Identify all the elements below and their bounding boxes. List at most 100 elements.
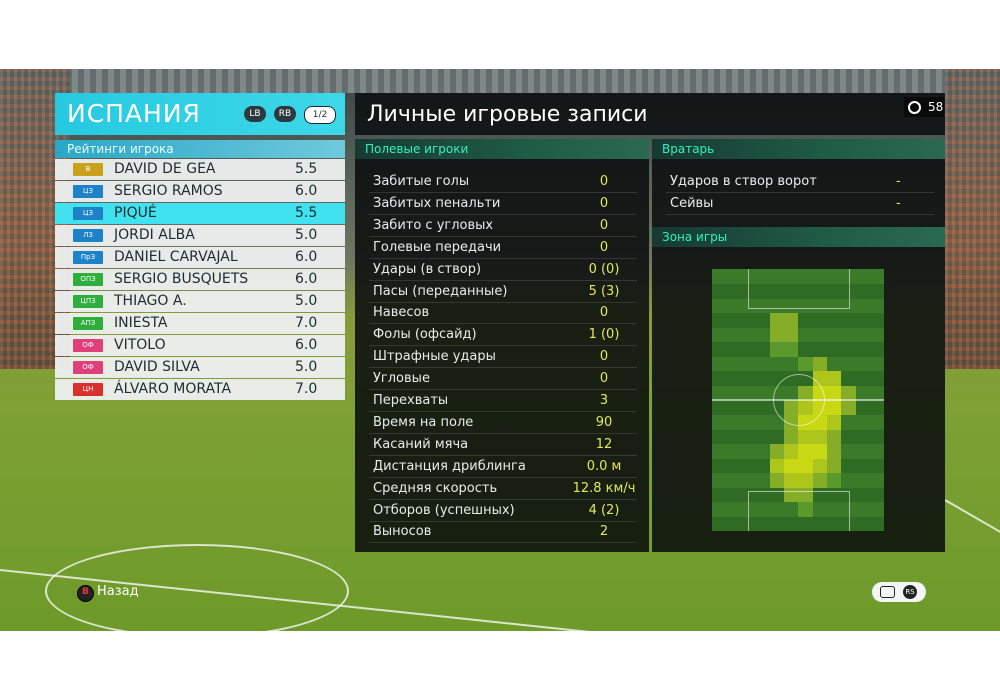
gk-stat-value: - — [896, 196, 901, 211]
chat-icon[interactable] — [880, 586, 895, 598]
stat-value: 0 — [599, 305, 609, 321]
heatmap-cell — [798, 327, 813, 343]
position-badge: ЦН — [73, 383, 103, 396]
heatmap-cell — [826, 458, 842, 474]
player-row[interactable]: ПрЗ DANIEL CARVAJAL 6.0 — [55, 247, 345, 268]
player-row[interactable]: В DAVID DE GEA 5.5 — [55, 159, 345, 180]
heatmap-cell — [726, 458, 742, 474]
back-button[interactable]: Назад — [97, 584, 139, 599]
heatmap-cell — [826, 269, 842, 285]
stat-row: Навесов 0 — [369, 302, 637, 325]
heatmap-cell — [769, 269, 785, 285]
heatmap-cell — [783, 269, 799, 285]
player-row[interactable]: ОФ DAVID SILVA 5.0 — [55, 357, 345, 378]
player-rating: 5.0 — [295, 293, 318, 309]
heatmap-cell — [855, 472, 871, 488]
heatmap-cell — [869, 429, 884, 445]
stat-value: 1 (0) — [588, 327, 620, 343]
player-row[interactable]: ЛЗ JORDI ALBA 5.0 — [55, 225, 345, 246]
team-header: ИСПАНИЯ LB RB 1/2 — [55, 93, 345, 135]
heatmap-cell — [798, 429, 813, 445]
player-row[interactable]: ОФ VITOLO 6.0 — [55, 335, 345, 356]
stat-value: 2 — [599, 524, 609, 540]
heatmap-cell — [841, 429, 856, 445]
heatmap-cell — [855, 356, 871, 372]
pitch-line — [944, 499, 1000, 536]
stat-label: Удары (в створ) — [373, 261, 482, 277]
heatmap-cell — [755, 312, 770, 328]
stat-value: 12 — [595, 436, 613, 452]
player-row[interactable]: АПЗ INIESTA 7.0 — [55, 313, 345, 334]
heatmap-cell — [826, 327, 842, 343]
stat-label: Штрафные удары — [373, 349, 496, 365]
heatmap-cell — [755, 341, 770, 357]
heatmap-cell — [812, 516, 828, 531]
heatmap-cell — [769, 443, 785, 459]
rb-button[interactable]: RB — [274, 106, 296, 122]
heatmap-cell — [783, 283, 799, 299]
stat-label: Выносов — [373, 524, 432, 540]
player-row[interactable]: ЦЗ PIQUÉ 5.5 — [55, 203, 345, 224]
b-button-icon[interactable] — [77, 585, 94, 602]
heatmap-cell — [826, 312, 842, 328]
stat-row: Голевые передачи 0 — [369, 237, 637, 259]
heatmap-cell — [712, 516, 727, 531]
heatmap-cell — [769, 341, 785, 357]
player-row[interactable]: ЦН ÁLVARO MORATA 7.0 — [55, 379, 345, 400]
heatmap-cell — [769, 458, 785, 474]
heatmap-cell — [869, 341, 884, 357]
heatmap-cell — [798, 501, 813, 517]
player-name: ÁLVARO MORATA — [114, 381, 232, 397]
heatmap-cell — [755, 283, 770, 299]
stat-value: 5 (3) — [588, 283, 620, 299]
heatmap-cell — [841, 327, 856, 343]
heatmap-cell — [740, 429, 756, 445]
heatmap-cell — [755, 298, 770, 314]
heatmap-cell — [798, 269, 813, 285]
lb-button[interactable]: LB — [244, 106, 266, 122]
stat-value: 0 — [599, 217, 609, 233]
heatmap-cell — [798, 341, 813, 357]
heatmap-cell — [855, 385, 871, 401]
gk-stat-row: Ударов в створ ворот - — [666, 171, 934, 193]
stat-value: 0 — [599, 349, 609, 365]
heatmap-cell — [826, 385, 842, 401]
heatmap-cell — [812, 429, 828, 445]
heatmap-cell — [740, 370, 756, 386]
heatmap-cell — [769, 327, 785, 343]
stat-value: 0.0 м — [586, 458, 622, 474]
player-rating: 5.0 — [295, 227, 318, 243]
heatmap-cell — [783, 472, 799, 488]
stat-label: Пасы (переданные) — [373, 283, 508, 299]
stat-label: Забитых пенальти — [373, 195, 501, 211]
heatmap-cell — [869, 356, 884, 372]
heatmap-cell — [783, 327, 799, 343]
player-name: SERGIO BUSQUETS — [114, 271, 249, 287]
player-row[interactable]: ЦЗ SERGIO RAMOS 6.0 — [55, 181, 345, 202]
field-player-panel: Полевые игроки Забитые голы 0 Забитых пена… — [355, 139, 649, 552]
player-row[interactable]: ЦПЗ THIAGO A. 5.0 — [55, 291, 345, 312]
heatmap-cell — [755, 385, 770, 401]
player-ratings-panel: ИСПАНИЯ LB RB 1/2 Рейтинги игрока В DAVID… — [55, 93, 345, 400]
position-badge: ЦПЗ — [73, 295, 103, 308]
chat-controls[interactable]: RS — [872, 582, 926, 602]
player-name: DAVID SILVA — [114, 359, 200, 375]
heatmap-cell — [712, 400, 727, 416]
stat-row: Время на поле 90 — [369, 412, 637, 434]
right-stick-icon[interactable]: RS — [903, 585, 917, 599]
heatmap-cell — [769, 298, 785, 314]
player-row[interactable]: ОПЗ SERGIO BUSQUETS 6.0 — [55, 269, 345, 290]
heatmap-cell — [755, 356, 770, 372]
clock-icon — [908, 101, 921, 114]
heatmap-cell — [726, 298, 742, 314]
heatmap-cell — [783, 501, 799, 517]
heatmap-cell — [783, 443, 799, 459]
heatmap-cell — [712, 356, 727, 372]
heatmap-cell — [855, 487, 871, 503]
heatmap-cell — [726, 327, 742, 343]
heatmap-cell — [812, 327, 828, 343]
heatmap-cell — [755, 458, 770, 474]
heatmap-cell — [726, 356, 742, 372]
heatmap-cell — [869, 283, 884, 299]
gk-stat-label: Сейвы — [670, 196, 714, 211]
